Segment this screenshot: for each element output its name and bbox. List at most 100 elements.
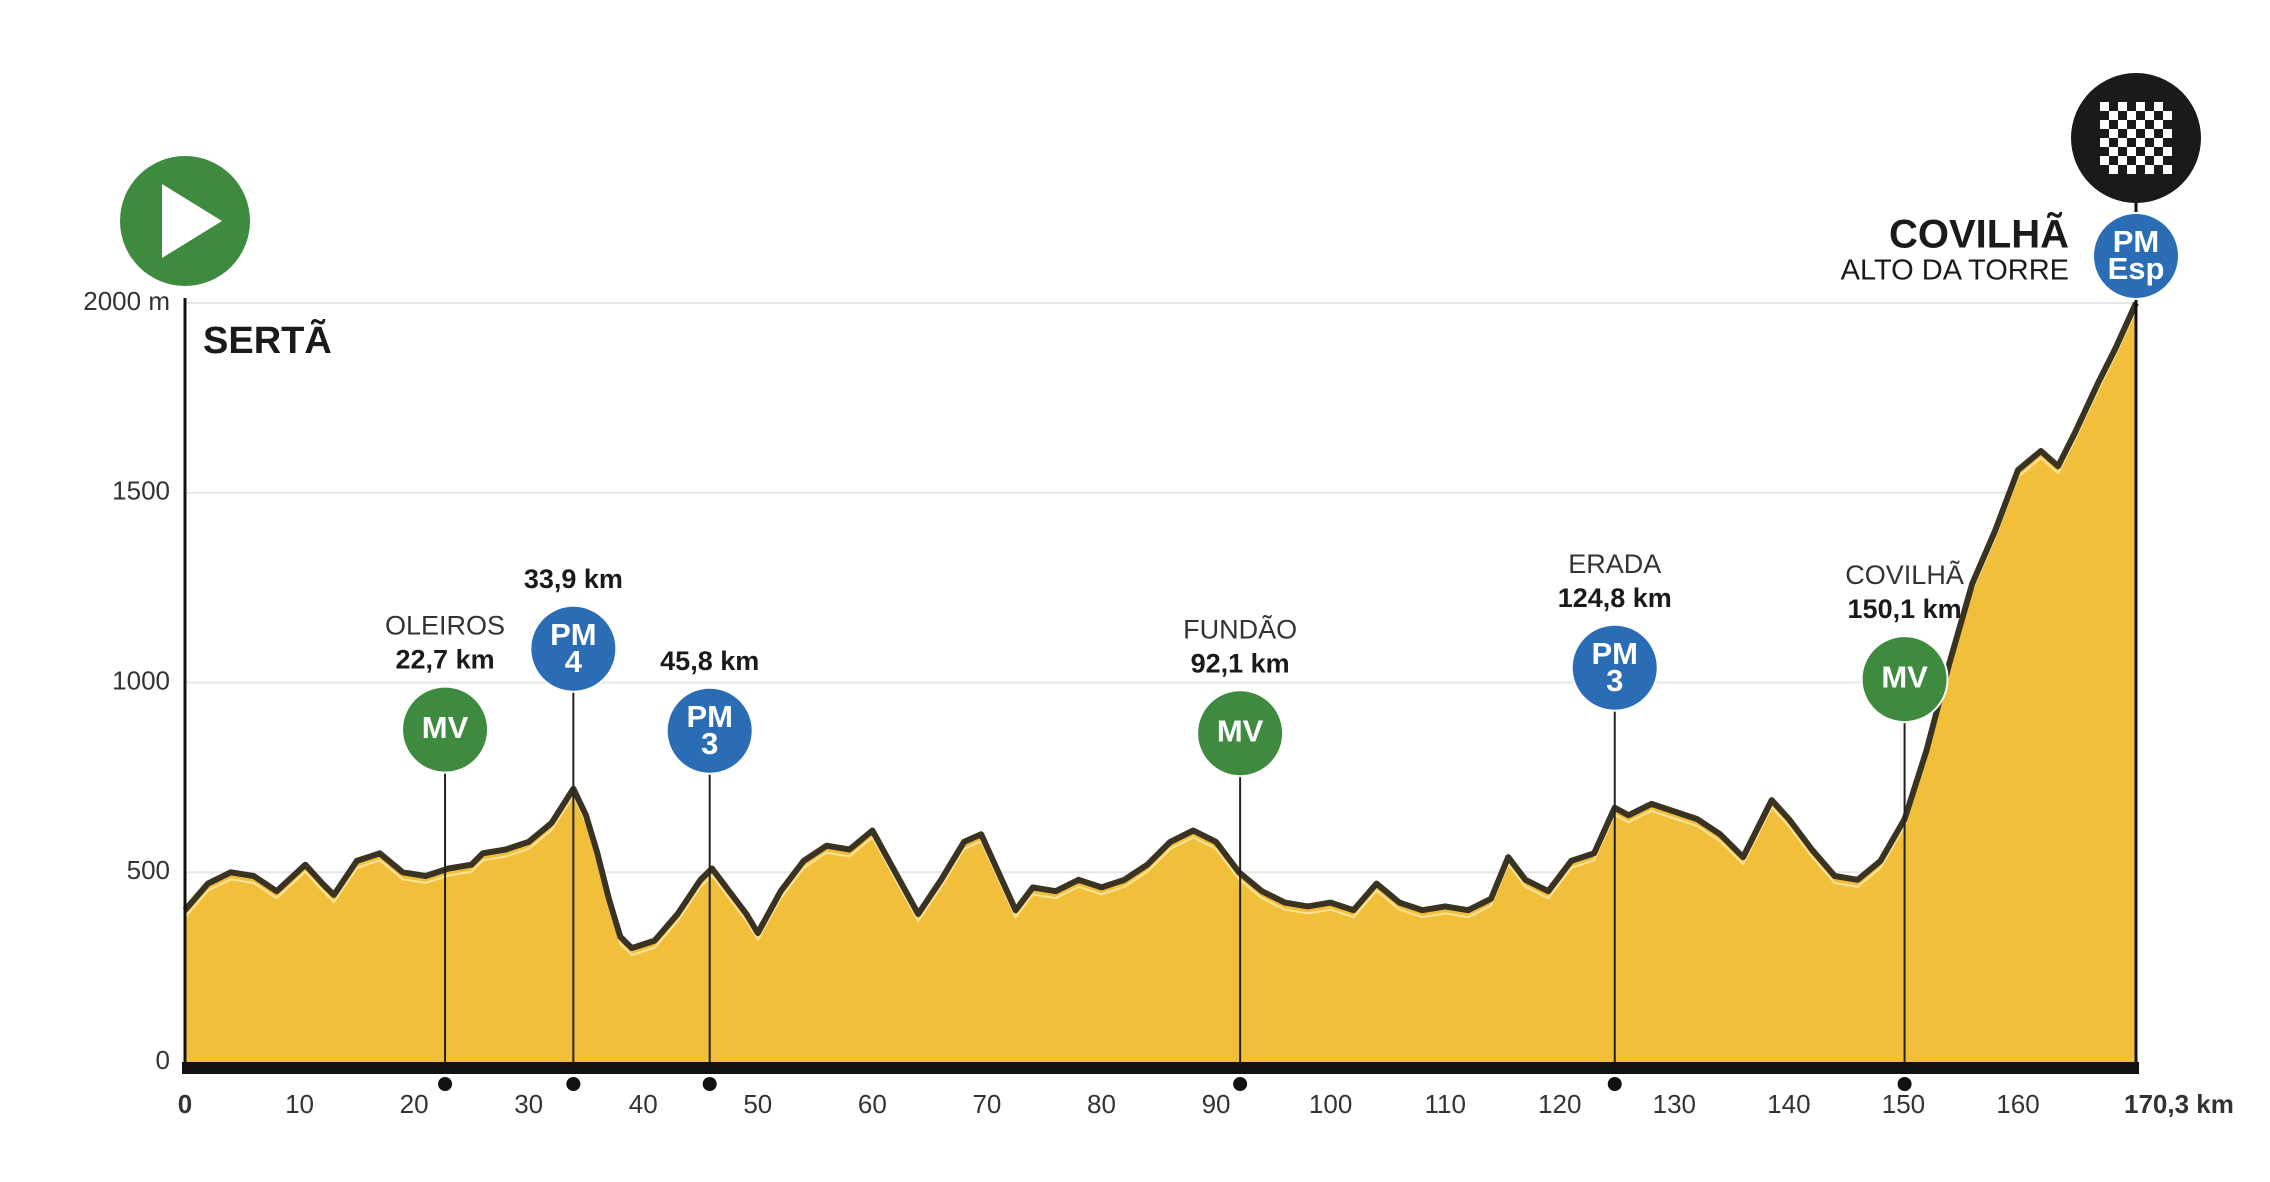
x-tick-label: 100 xyxy=(1309,1089,1352,1119)
flag-square xyxy=(2127,156,2136,165)
elevation-line xyxy=(182,301,2139,952)
flag-square xyxy=(2127,111,2136,120)
flag-square xyxy=(2163,147,2172,156)
flag-square xyxy=(2154,156,2163,165)
flag-square xyxy=(2109,138,2118,147)
flag-square xyxy=(2127,138,2136,147)
finish-name: COVILHÃ xyxy=(1889,211,2069,257)
flag-square xyxy=(2118,147,2127,156)
marker-place: OLEIROS xyxy=(385,611,505,641)
flag-square xyxy=(2136,111,2145,120)
x-tick-label: 30 xyxy=(514,1089,543,1119)
x-tick-label: 70 xyxy=(972,1089,1001,1119)
flag-square xyxy=(2100,147,2109,156)
climb-marker: MV 22,7 km OLEIROS xyxy=(385,611,505,1091)
flag-square xyxy=(2154,102,2163,111)
flag-square xyxy=(2109,156,2118,165)
flag-square xyxy=(2109,165,2118,174)
badge-text: PM xyxy=(686,699,733,734)
badge-circle xyxy=(2092,212,2180,300)
x-tick-label: 130 xyxy=(1653,1089,1696,1119)
badge-circle xyxy=(529,604,618,693)
badge-text: MV xyxy=(1881,659,1928,694)
x-tick-label: 80 xyxy=(1087,1089,1116,1119)
flag-square xyxy=(2136,147,2145,156)
flag-square xyxy=(2163,156,2172,165)
marker-km: 33,9 km xyxy=(524,564,623,594)
badge-text: Esp xyxy=(2108,251,2165,286)
flag-square xyxy=(2127,102,2136,111)
climb-marker: MV 92,1 km FUNDÃO xyxy=(1183,613,1297,1091)
flag-square xyxy=(2100,102,2109,111)
start-icon xyxy=(120,156,250,286)
climb-marker: PM3 124,8 km ERADA xyxy=(1558,549,1672,1091)
finish-icon xyxy=(2071,73,2201,203)
flag-square xyxy=(2163,111,2172,120)
climb-marker: PM4 33,9 km xyxy=(524,564,623,1091)
marker-dot xyxy=(1897,1077,1912,1091)
flag-square xyxy=(2154,165,2163,174)
y-tick-label: 2000 m xyxy=(83,286,170,316)
badge-text: 3 xyxy=(1606,663,1623,698)
flag-square xyxy=(2136,102,2145,111)
start-arrow xyxy=(162,184,222,258)
flag-square xyxy=(2118,102,2127,111)
x-tick-label: 120 xyxy=(1538,1089,1581,1119)
flag-square xyxy=(2145,165,2154,174)
flag-square xyxy=(2136,138,2145,147)
flag-square xyxy=(2109,111,2118,120)
flag-square xyxy=(2118,165,2127,174)
flag-square xyxy=(2109,147,2118,156)
badge-circle xyxy=(401,685,490,774)
x-tick-label: 50 xyxy=(743,1089,772,1119)
flag-square xyxy=(2100,138,2109,147)
marker-km: 92,1 km xyxy=(1191,648,1290,678)
flag-square xyxy=(2118,138,2127,147)
climb-marker: MV 150,1 km COVILHÃ xyxy=(1845,559,1964,1091)
x-tick-label: 10 xyxy=(285,1089,314,1119)
flag-square xyxy=(2109,120,2118,129)
x-tick-label: 170,3 km xyxy=(2124,1089,2234,1119)
flag-square xyxy=(2127,120,2136,129)
marker-place: COVILHÃ xyxy=(1845,559,1964,590)
flag-square xyxy=(2100,111,2109,120)
flag-square xyxy=(2154,111,2163,120)
x-tick-label: 110 xyxy=(1424,1089,1465,1119)
badge-circle xyxy=(1570,623,1659,712)
flag-square xyxy=(2100,129,2109,138)
flag-square xyxy=(2163,165,2172,174)
flag-square xyxy=(2127,147,2136,156)
x-tick-label: 160 xyxy=(1996,1089,2039,1119)
flag-square xyxy=(2100,156,2109,165)
flag-square xyxy=(2154,129,2163,138)
flag-square xyxy=(2118,120,2127,129)
x-tick-label: 150 xyxy=(1882,1089,1925,1119)
flag-square xyxy=(2145,102,2154,111)
flag-square xyxy=(2145,111,2154,120)
badge-text: PM xyxy=(2113,224,2160,259)
flag-square xyxy=(2100,165,2109,174)
marker-place: ERADA xyxy=(1568,549,1661,579)
badge-text: MV xyxy=(1217,713,1264,748)
flag-square xyxy=(2145,147,2154,156)
finish-subtitle: ALTO DA TORRE xyxy=(1841,255,2069,287)
marker-dot xyxy=(1233,1077,1248,1091)
flag-square xyxy=(2136,129,2145,138)
marker-place: FUNDÃO xyxy=(1183,613,1297,644)
flag-square xyxy=(2109,102,2118,111)
flag-square xyxy=(2163,138,2172,147)
marker-dot xyxy=(1607,1077,1622,1091)
marker-dot xyxy=(566,1077,581,1091)
badge-text: PM xyxy=(550,617,597,652)
y-tick-label: 0 xyxy=(156,1045,170,1075)
area-fill xyxy=(185,303,2136,1062)
y-tick-label: 500 xyxy=(127,855,170,885)
flag-square xyxy=(2154,138,2163,147)
marker-km: 22,7 km xyxy=(396,645,495,675)
flag-square xyxy=(2145,129,2154,138)
badge-circle xyxy=(1196,689,1285,778)
x-tick-label: 40 xyxy=(629,1089,658,1119)
badge-text: MV xyxy=(422,710,469,745)
